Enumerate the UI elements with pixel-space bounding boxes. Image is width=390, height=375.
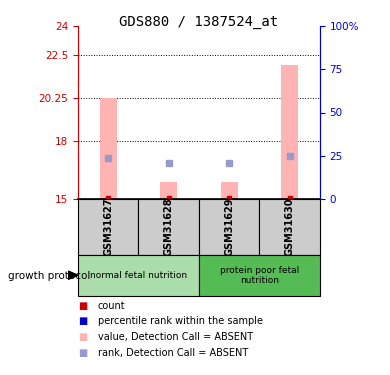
Bar — [221, 183, 238, 199]
Text: GSM31630: GSM31630 — [285, 198, 294, 256]
Text: rank, Detection Call = ABSENT: rank, Detection Call = ABSENT — [98, 348, 248, 358]
Text: growth protocol: growth protocol — [8, 271, 90, 280]
Text: ■: ■ — [78, 316, 87, 326]
Bar — [160, 183, 177, 199]
Text: GSM31628: GSM31628 — [164, 198, 174, 256]
Text: count: count — [98, 301, 125, 310]
Text: ■: ■ — [78, 348, 87, 358]
Bar — [138, 199, 199, 255]
Text: value, Detection Call = ABSENT: value, Detection Call = ABSENT — [98, 332, 253, 342]
Bar — [100, 98, 117, 199]
Text: ■: ■ — [78, 332, 87, 342]
Bar — [199, 199, 259, 255]
Text: GSM31629: GSM31629 — [224, 198, 234, 256]
Bar — [78, 255, 199, 296]
Bar — [281, 64, 298, 199]
Text: normal fetal nutrition: normal fetal nutrition — [90, 271, 187, 280]
Text: GDS880 / 1387524_at: GDS880 / 1387524_at — [119, 15, 278, 29]
Text: GSM31627: GSM31627 — [103, 198, 113, 256]
Text: percentile rank within the sample: percentile rank within the sample — [98, 316, 262, 326]
Polygon shape — [68, 271, 78, 279]
Bar — [199, 255, 320, 296]
Bar — [78, 199, 138, 255]
Text: protein poor fetal
nutrition: protein poor fetal nutrition — [220, 266, 299, 285]
Bar — [259, 199, 320, 255]
Text: ■: ■ — [78, 301, 87, 310]
